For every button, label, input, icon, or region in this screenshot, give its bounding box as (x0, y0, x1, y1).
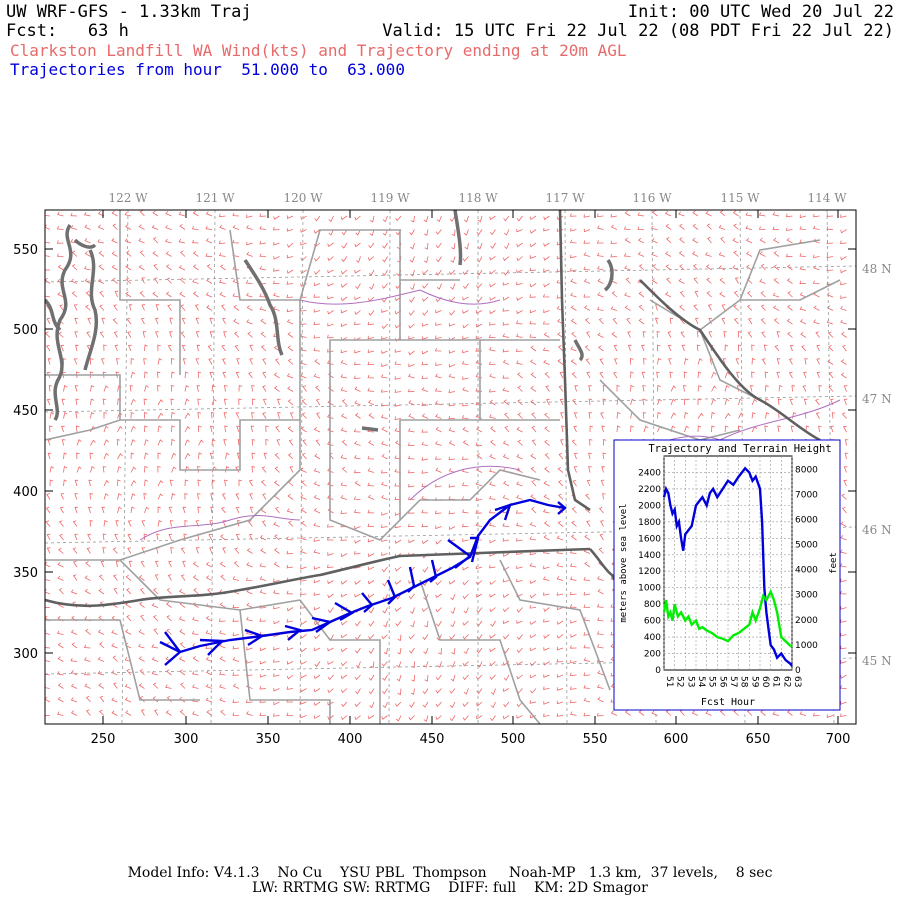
x-tick-label: 250 (91, 732, 116, 747)
latitude-label: 46 N (862, 523, 892, 537)
init-time: Init: 00 UTC Wed 20 Jul 22 (627, 2, 894, 22)
x-tick-label: 350 (256, 732, 281, 747)
longitude-label: 121 W (195, 191, 235, 205)
inset-y-tick-label-m: 2400 (638, 468, 661, 478)
longitude-label: 119 W (370, 191, 410, 205)
forecast-hour: Fcst: 63 h (6, 21, 129, 41)
model-info-line2: LW: RRTMG SW: RRTMG DIFF: full KM: 2D Sm… (252, 880, 648, 896)
trajectory-terrain-inset: Trajectory and Terrain Height 51 52 53 54 55… (613, 439, 841, 711)
y-tick-label: 350 (13, 566, 38, 581)
inset-x-tick-label: 52 (675, 676, 685, 687)
inset-y-tick-label-ft: 1000 (795, 641, 818, 651)
inset-x-axis-label: Fcst Hour (701, 697, 755, 708)
y-tick-label: 450 (13, 404, 38, 419)
latitude-label: 47 N (862, 392, 892, 406)
longitude-label: 118 W (458, 191, 498, 205)
inset-x-tick-label: 62 (781, 676, 791, 687)
inset-y-tick-label-ft: 8000 (795, 465, 818, 475)
latitude-label: 45 N (862, 654, 892, 668)
inset-x-tick-label: 59 (749, 676, 759, 688)
x-tick-label: 400 (338, 732, 363, 747)
y-tick-label: 400 (13, 485, 38, 500)
trajectory-path (159, 498, 567, 666)
inset-y-tick-label-m: 1400 (638, 551, 661, 561)
inset-y-tick-label-m: 2000 (638, 501, 661, 511)
y-tick-label: 300 (13, 647, 38, 662)
longitude-label: 116 W (632, 191, 672, 205)
inset-y-axis-label-left: meters above sea level (619, 503, 629, 622)
longitude-label: 114 W (807, 191, 847, 205)
inset-y-tick-label-ft: 6000 (795, 515, 818, 525)
terrain-height-line (662, 588, 793, 648)
inset-x-tick-label: 51 (664, 676, 674, 687)
model-title: UW WRF-GFS - 1.33km Traj (6, 2, 252, 22)
inset-x-tick-label: 60 (760, 676, 770, 688)
inset-x-tick-label: 57 (728, 676, 738, 687)
x-tick-label: 300 (174, 732, 199, 747)
inset-y-tick-label-m: 1200 (638, 567, 661, 577)
inset-y-tick-label-m: 800 (644, 600, 661, 610)
water-features (45, 210, 614, 432)
inset-y-tick-label-m: 200 (644, 650, 661, 660)
longitude-label: 115 W (720, 191, 760, 205)
inset-y-tick-label-m: 2200 (638, 485, 661, 495)
y-tick-label: 500 (13, 323, 38, 338)
inset-y-tick-label-m: 400 (644, 633, 661, 643)
inset-y-tick-label-m: 1000 (638, 584, 661, 594)
x-tick-label: 550 (583, 732, 608, 747)
inset-y-tick-label-ft: 4000 (795, 566, 818, 576)
inset-y-tick-label-ft: 3000 (795, 591, 818, 601)
inset-y-axis-label-right: feet (829, 552, 839, 574)
model-info-line1: Model Info: V4.1.3 No Cu YSU PBL Thompso… (127, 865, 773, 881)
longitude-label: 117 W (545, 191, 585, 205)
inset-y-tick-label-m: 0 (655, 666, 661, 676)
x-tick-label: 700 (826, 732, 851, 747)
inset-x-tick-label: 53 (685, 676, 695, 687)
x-tick-label: 500 (501, 732, 526, 747)
map-frame (44, 209, 857, 725)
x-tick-label: 450 (420, 732, 445, 747)
inset-y-tick-label-m: 1800 (638, 518, 661, 528)
trajectory-height-line (662, 466, 793, 667)
inset-x-tick-label: 56 (717, 676, 727, 688)
inset-y-tick-label-m: 1600 (638, 534, 661, 544)
inset-y-tick-label-ft: 7000 (795, 490, 818, 500)
inset-y-tick-label-ft: 0 (795, 666, 801, 676)
inset-y-tick-label-ft: 2000 (795, 616, 818, 626)
longitude-label: 120 W (283, 191, 323, 205)
x-tick-label: 650 (746, 732, 771, 747)
inset-y-tick-label-m: 600 (644, 617, 661, 627)
valid-time: Valid: 15 UTC Fri 22 Jul 22 (08 PDT Fri … (382, 21, 894, 41)
plot-subtitle: Clarkston Landfill WA Wind(kts) and Traj… (10, 41, 627, 60)
inset-x-tick-label: 58 (739, 676, 749, 688)
inset-x-tick-label: 61 (771, 676, 781, 687)
x-tick-label: 600 (664, 732, 689, 747)
latitude-label: 48 N (862, 262, 892, 276)
inset-title: Trajectory and Terrain Height (648, 443, 831, 455)
longitude-label: 122 W (108, 191, 148, 205)
inset-y-tick-label-ft: 5000 (795, 541, 818, 551)
inset-x-tick-label: 54 (696, 676, 706, 688)
inset-x-tick-label: 55 (707, 676, 717, 687)
inset-x-tick-label: 63 (792, 676, 802, 687)
trajectory-range: Trajectories from hour 51.000 to 63.000 (10, 60, 405, 79)
y-tick-label: 550 (13, 243, 38, 258)
